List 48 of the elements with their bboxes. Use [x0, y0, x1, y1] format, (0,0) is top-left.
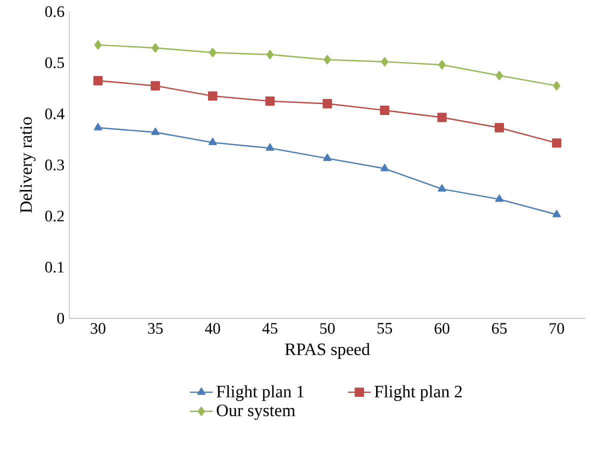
y-tick-label: 0.2 [45, 210, 64, 222]
x-tick-label: 45 [262, 323, 278, 334]
y-tick-label: 0.5 [45, 57, 64, 68]
point [324, 55, 331, 64]
legend-label: Flight plan 2 [374, 385, 462, 402]
y-tick-label: 0.3 [45, 160, 64, 170]
point [437, 112, 447, 122]
point [322, 98, 332, 108]
y-axis-title: Delivery ratio [20, 117, 36, 213]
point [380, 164, 389, 172]
point [208, 138, 217, 146]
point [552, 138, 562, 148]
point [94, 123, 102, 130]
point [151, 128, 160, 135]
x-tick-label: 55 [378, 323, 392, 334]
point [93, 76, 103, 86]
x-tick-label: 35 [148, 323, 163, 334]
x-tick-label: 50 [320, 323, 335, 334]
point [552, 210, 561, 218]
y-tick-label: 0.6 [45, 6, 64, 18]
point [438, 60, 446, 70]
point [152, 43, 160, 53]
point [266, 50, 274, 60]
y-tick-label: 0.1 [45, 262, 64, 273]
point [494, 123, 504, 132]
point [380, 57, 388, 66]
legend-label: Our system [216, 404, 296, 420]
x-tick-label: 30 [90, 323, 106, 334]
point [496, 70, 503, 80]
point [495, 194, 504, 202]
point [208, 91, 218, 101]
point [209, 48, 216, 58]
legend-label: Flight plan 1 [216, 385, 304, 402]
point [323, 154, 332, 162]
point [265, 96, 275, 106]
x-axis-title: RPAS speed [285, 342, 370, 359]
x-tick-label: 60 [434, 323, 450, 334]
point [438, 184, 446, 192]
y-tick-label: 0.4 [45, 108, 64, 120]
point [266, 143, 274, 151]
point [94, 40, 102, 50]
x-tick-label: 40 [204, 323, 220, 334]
x-tick-label: 70 [550, 323, 564, 334]
y-tick-label: 0 [57, 312, 64, 324]
point [552, 81, 560, 90]
point [150, 81, 160, 90]
point [380, 106, 390, 115]
x-tick-label: 65 [492, 323, 507, 334]
